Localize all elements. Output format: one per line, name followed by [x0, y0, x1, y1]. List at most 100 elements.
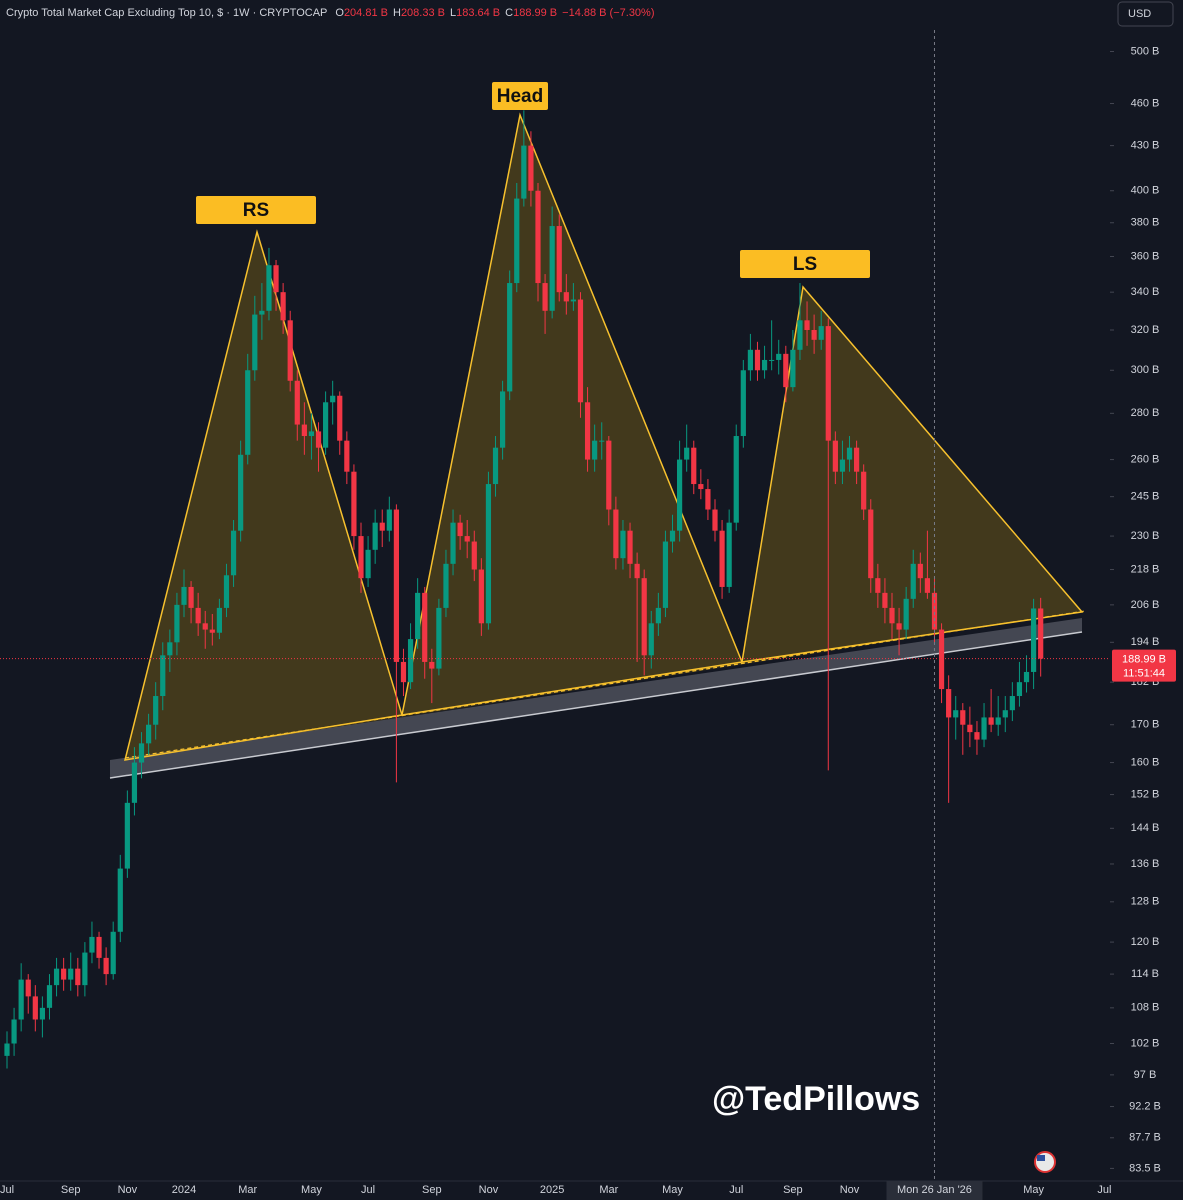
- candle-body: [839, 459, 846, 472]
- candle-body: [422, 592, 428, 662]
- candle-body: [386, 509, 392, 531]
- y-tick-label: 300 B: [1131, 364, 1160, 376]
- rs-label: RS: [243, 200, 269, 221]
- candle-body: [712, 509, 718, 531]
- candle-body: [351, 471, 357, 537]
- candle-body: [542, 283, 548, 311]
- candle-body: [910, 563, 916, 599]
- y-tick-label: 320 B: [1131, 324, 1160, 336]
- candle-body: [691, 447, 697, 485]
- neckline-band: [110, 618, 1082, 778]
- candle-body: [797, 320, 803, 350]
- candle-body: [1016, 682, 1023, 697]
- x-tick-label: Sep: [422, 1184, 442, 1196]
- y-tick-label: 360 B: [1131, 250, 1160, 262]
- y-tick-label: 230 B: [1131, 530, 1160, 542]
- candle-body: [556, 226, 562, 293]
- last-price-box: [1112, 649, 1176, 682]
- candle-body: [924, 578, 930, 593]
- x-tick-label: Sep: [783, 1184, 803, 1196]
- candle-body: [655, 607, 661, 624]
- candle-body: [75, 968, 81, 986]
- currency-button-box[interactable]: [1117, 1, 1174, 27]
- y-tick-label: 160 B: [1131, 756, 1160, 768]
- header-part: 208.33 B: [401, 7, 445, 19]
- x-tick-label: Jul: [0, 1184, 14, 1196]
- candle-body: [535, 190, 541, 284]
- y-tick-label: 380 B: [1131, 217, 1160, 229]
- candle-body: [599, 440, 605, 442]
- header-part: H: [393, 7, 401, 19]
- candle-body: [11, 1019, 17, 1044]
- candle-body: [719, 530, 725, 587]
- candle-body: [988, 717, 994, 725]
- candle-body: [400, 661, 407, 683]
- candle-body: [471, 541, 477, 570]
- candle-body: [131, 762, 138, 803]
- candle-body: [577, 299, 584, 403]
- candle-body: [684, 447, 690, 460]
- y-tick-label: 152 B: [1131, 788, 1160, 800]
- y-tick-label: 120 B: [1131, 936, 1160, 948]
- candle-body: [783, 353, 789, 388]
- y-tick-label: 108 B: [1131, 1002, 1160, 1014]
- candle-body: [514, 198, 520, 284]
- head-label: Head: [497, 86, 543, 107]
- candle-body: [549, 226, 555, 311]
- candle-body: [174, 604, 180, 643]
- candle-body: [528, 145, 534, 191]
- x-tick-label: Sep: [61, 1184, 81, 1196]
- candle-body: [889, 607, 895, 624]
- candles: [4, 110, 1044, 1069]
- candle-body: [854, 447, 860, 472]
- candle-body: [301, 424, 307, 437]
- candle-body: [464, 536, 470, 542]
- last-price-label: 188.99 B: [1122, 654, 1166, 666]
- candle-body: [769, 359, 775, 361]
- candle-body: [407, 639, 414, 683]
- y-tick-label: 97 B: [1134, 1069, 1157, 1081]
- candle-body: [761, 359, 768, 371]
- watermark: @TedPillows: [712, 1080, 920, 1118]
- candle-body: [138, 743, 145, 763]
- candle-body: [117, 868, 123, 932]
- candle-body: [1009, 696, 1015, 711]
- y-tick-label: 460 B: [1131, 97, 1160, 109]
- candle-body: [230, 530, 237, 576]
- header-part: 183.64 B: [456, 7, 500, 19]
- candle-body: [82, 952, 88, 986]
- candle-body: [627, 530, 633, 564]
- candle-body: [110, 931, 116, 975]
- y-tick-label: 83.5 B: [1129, 1162, 1161, 1174]
- header-part: 188.99 B: [513, 7, 557, 19]
- candle-body: [641, 578, 647, 656]
- y-tick-label: 340 B: [1131, 286, 1160, 298]
- flag-canton: [1037, 1155, 1045, 1161]
- candle-body: [754, 349, 761, 371]
- candle-body: [160, 655, 166, 697]
- currency-button[interactable]: USD: [1117, 1, 1174, 27]
- header-part: O: [335, 7, 344, 19]
- candle-body: [634, 563, 640, 579]
- candle-body: [776, 353, 782, 360]
- candle-body: [967, 724, 973, 733]
- currency-label[interactable]: USD: [1128, 8, 1151, 20]
- candle-body: [315, 431, 322, 448]
- candle-body: [1031, 608, 1037, 672]
- candle-body: [259, 310, 265, 315]
- candle-body: [124, 802, 130, 869]
- candle-body: [89, 936, 95, 953]
- y-tick-label: 128 B: [1131, 896, 1160, 908]
- price-axis: [1110, 30, 1183, 1180]
- candle-body: [705, 489, 711, 510]
- candle-body: [960, 710, 966, 725]
- candle-body: [613, 509, 619, 559]
- candle-body: [4, 1043, 10, 1056]
- candle-body: [896, 623, 902, 630]
- candle-body: [379, 522, 385, 531]
- head-triangle: [401, 112, 744, 716]
- candle-body: [344, 440, 350, 472]
- candle-body: [606, 440, 612, 510]
